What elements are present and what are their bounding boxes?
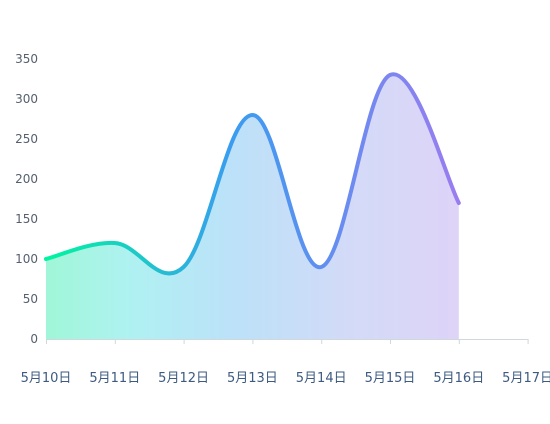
y-tick-label: 250 — [15, 132, 38, 146]
area-fill — [46, 74, 459, 340]
data-line — [44, 72, 461, 276]
x-tick-label: 5月15日 — [365, 371, 416, 386]
y-tick-label: 50 — [23, 292, 38, 306]
x-tick-label: 5月12日 — [158, 371, 209, 386]
y-tick-label: 200 — [15, 172, 38, 186]
x-tick-label: 5月11日 — [89, 371, 140, 386]
data-point — [457, 201, 461, 205]
data-point — [388, 73, 392, 77]
y-tick-label: 0 — [30, 332, 38, 346]
x-tick-label: 5月13日 — [227, 371, 278, 386]
y-tick-label: 300 — [15, 92, 38, 106]
x-tick-label: 5月14日 — [296, 371, 347, 386]
x-tick-label: 5月10日 — [21, 371, 72, 386]
data-point — [113, 241, 117, 245]
y-tick-label: 350 — [15, 52, 38, 66]
data-point — [319, 265, 323, 269]
data-point — [250, 113, 254, 117]
x-tick-label: 5月16日 — [433, 371, 484, 386]
y-tick-label: 100 — [15, 252, 38, 266]
y-tick-label: 150 — [15, 212, 38, 226]
data-point — [44, 257, 48, 261]
x-tick-label: 5月17日 — [502, 371, 550, 386]
data-point — [182, 265, 186, 269]
